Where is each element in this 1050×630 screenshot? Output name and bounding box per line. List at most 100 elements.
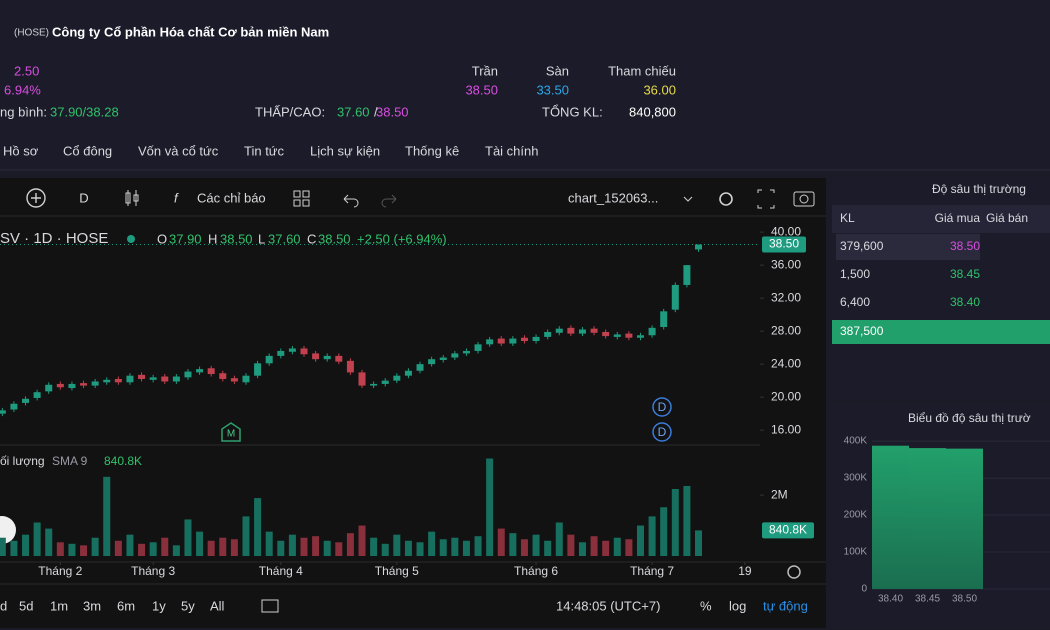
orderbook-volume: 6,400: [840, 295, 870, 309]
candle-body: [474, 344, 482, 351]
candle-body: [590, 328, 598, 333]
candle-body: [323, 355, 331, 360]
y-tick-label: 200K: [844, 510, 868, 521]
candle-body: [439, 357, 447, 361]
snapshot-icon[interactable]: [793, 191, 815, 207]
candle-body: [462, 350, 470, 354]
candle-body: [578, 329, 586, 334]
dropdown-icon[interactable]: [683, 196, 693, 202]
orderbook-volume: 379,600: [840, 239, 884, 253]
candle-body: [567, 327, 575, 334]
settings-icon[interactable]: [719, 192, 733, 206]
candle-body: [277, 350, 285, 356]
volume-bar: [103, 476, 111, 556]
range-button[interactable]: d: [0, 598, 7, 613]
y-tick-label: 2M: [771, 487, 788, 501]
add-icon: [31, 193, 41, 203]
volume-bar: [381, 543, 389, 556]
auto-button[interactable]: tự động: [763, 598, 808, 613]
fullscreen-icon[interactable]: [757, 189, 775, 209]
y-tick-label: 24.00: [771, 356, 801, 370]
avg-value: 37.90/38.28: [50, 104, 119, 119]
volume-bar: [138, 543, 146, 556]
range-button[interactable]: 3m: [83, 598, 101, 613]
range-button[interactable]: 1y: [152, 598, 166, 613]
candle-body: [230, 378, 238, 382]
orderbook-bid: 38.45: [950, 267, 980, 281]
x-tick-label: 38.40: [878, 594, 903, 605]
redo-icon[interactable]: [381, 194, 397, 208]
tab[interactable]: Lịch sự kiện: [310, 143, 380, 158]
candle-body: [532, 336, 540, 342]
dividend-marker[interactable]: [652, 422, 672, 442]
candle-body: [625, 333, 633, 338]
log-button[interactable]: log: [729, 598, 746, 613]
y-tick-label: 36.00: [771, 257, 801, 271]
x-tick-label: Tháng 6: [514, 564, 558, 578]
volume-bar: [532, 534, 540, 556]
axis-settings[interactable]: [787, 565, 801, 579]
candle-body: [114, 378, 122, 383]
volume-bar: [683, 485, 691, 556]
range-button[interactable]: 1m: [50, 598, 68, 613]
ref-label: Tham chiếu: [608, 63, 676, 78]
depth-bar: [946, 448, 983, 589]
tab[interactable]: Thống kê: [405, 143, 459, 158]
ref: 36.00: [643, 82, 676, 97]
candle-body: [370, 383, 378, 386]
volume-bar: [335, 542, 343, 556]
percent-button[interactable]: %: [700, 598, 712, 613]
dividend-marker[interactable]: [652, 397, 672, 417]
tab[interactable]: Tài chính: [485, 143, 538, 158]
volume-tag-label: 840.8K: [769, 523, 807, 537]
candle-body: [346, 360, 354, 373]
candle-body: [138, 374, 146, 379]
candle-body: [695, 244, 703, 250]
header-bg: [0, 0, 1050, 170]
tab[interactable]: Hồ sơ: [3, 143, 39, 158]
candle-body: [22, 398, 30, 403]
range-button[interactable]: 5d: [19, 598, 33, 613]
volume-bar: [497, 528, 505, 556]
volume-bar: [520, 539, 528, 556]
indicators-button[interactable]: Các chỉ báo: [197, 190, 266, 205]
avg-label: ng bình:: [0, 104, 47, 119]
candle-icon[interactable]: [125, 190, 139, 206]
volume-bar: [660, 507, 668, 556]
candle-body: [428, 359, 436, 365]
tab[interactable]: Vốn và cổ tức: [138, 143, 219, 158]
tab[interactable]: Tin tức: [244, 143, 285, 158]
volume-bar: [91, 537, 99, 556]
range-button[interactable]: 6m: [117, 598, 135, 613]
candle-body: [555, 328, 563, 333]
interval-button[interactable]: D: [79, 190, 88, 205]
x-tick-label: Tháng 7: [630, 564, 674, 578]
candle-body: [648, 327, 656, 336]
candle-body: [242, 375, 250, 383]
ohlc-change: +2.50 (+6.94%): [357, 231, 447, 246]
volume-bar: [555, 522, 563, 556]
date-range-icon[interactable]: [261, 599, 279, 613]
range-button[interactable]: All: [210, 598, 225, 613]
volume-bar: [126, 534, 134, 556]
candle-body: [404, 370, 412, 376]
volume-bar: [33, 522, 41, 556]
volume-label: TỔNG KL:: [542, 104, 603, 119]
x-tick-label: 38.45: [915, 594, 940, 605]
dividend-marker-label: D: [658, 425, 667, 439]
add-button[interactable]: [26, 188, 46, 208]
meeting-marker[interactable]: [221, 422, 241, 442]
tab[interactable]: Cổ đông: [63, 143, 112, 158]
volume-bar: [10, 540, 18, 556]
range-button[interactable]: 5y: [181, 598, 195, 613]
volume-bar: [509, 533, 517, 556]
layout-icon[interactable]: [293, 190, 310, 207]
volume-bar: [346, 533, 354, 556]
floor: 33.50: [536, 82, 569, 97]
undo-icon[interactable]: [343, 194, 359, 208]
candle-body: [451, 353, 459, 358]
layout-name[interactable]: chart_152063...: [568, 190, 658, 205]
candle-body: [288, 348, 296, 352]
candle-body: [683, 265, 691, 285]
